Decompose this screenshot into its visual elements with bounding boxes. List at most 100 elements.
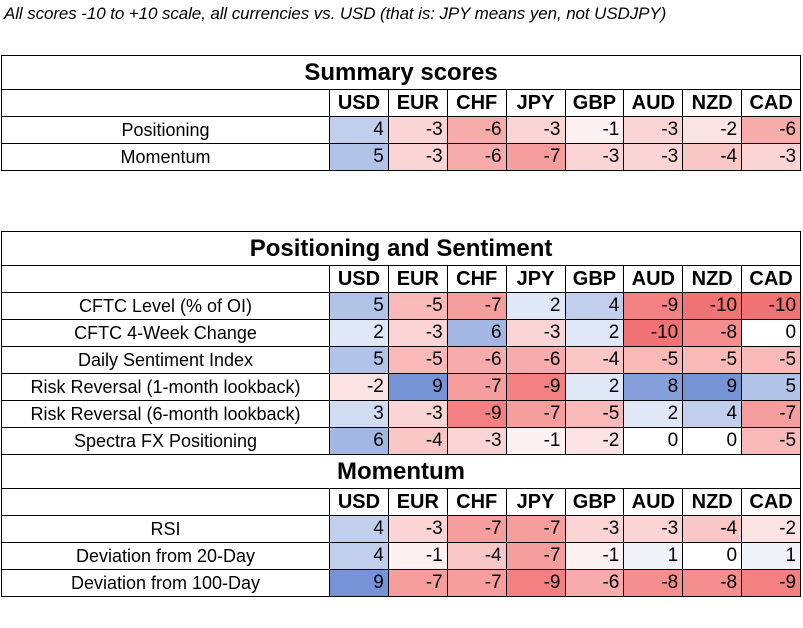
- score-cell-usd: 4: [329, 515, 389, 543]
- currency-header-nzd: NZD: [682, 89, 743, 117]
- table-row: Momentum 5 -3 -6 -7 -3 -3 -4 -3: [1, 143, 802, 171]
- table-row: CFTC 4-Week Change 2 -3 6 -3 2 -10 -8 0: [1, 319, 802, 347]
- score-cell-nzd: 4: [682, 400, 743, 428]
- score-cell-chf: -7: [446, 373, 507, 401]
- currency-header-nzd: NZD: [682, 265, 743, 293]
- score-cell-cad: 0: [741, 319, 802, 347]
- score-cell-aud: -3: [623, 116, 684, 144]
- currency-header-aud: AUD: [623, 89, 684, 117]
- currency-header-jpy: JPY: [505, 89, 566, 117]
- currency-header-usd: USD: [329, 89, 389, 117]
- score-cell-gbp: -1: [564, 542, 625, 570]
- table-title: Positioning and Sentiment: [0, 231, 802, 266]
- positioning-sentiment-table: Positioning and Sentiment USD EUR CHF JPY GBP…: [0, 231, 802, 597]
- currency-header-cad: CAD: [741, 89, 802, 117]
- score-cell-chf: -6: [446, 346, 507, 374]
- score-cell-chf: -6: [446, 116, 507, 144]
- score-cell-eur: -7: [387, 569, 448, 597]
- row-label: Daily Sentiment Index: [1, 346, 330, 374]
- score-cell-jpy: -3: [505, 319, 566, 347]
- score-cell-chf: -7: [446, 569, 507, 597]
- currency-header-usd: USD: [329, 265, 389, 293]
- score-cell-eur: -3: [387, 116, 448, 144]
- score-cell-usd: 5: [329, 143, 389, 171]
- table-row: RSI 4 -3 -7 -7 -3 -3 -4 -2: [1, 515, 802, 543]
- table-row: Risk Reversal (1-month lookback) -2 9 -7 -9 2…: [1, 373, 802, 401]
- score-cell-aud: -3: [623, 143, 684, 171]
- score-cell-gbp: 2: [564, 373, 625, 401]
- score-cell-jpy: -9: [505, 373, 566, 401]
- currency-header-eur: EUR: [387, 488, 448, 516]
- score-cell-nzd: 0: [682, 427, 743, 455]
- score-cell-nzd: -8: [682, 319, 743, 347]
- score-cell-usd: 2: [329, 319, 389, 347]
- score-cell-jpy: -6: [505, 346, 566, 374]
- row-label: CFTC Level (% of OI): [1, 292, 330, 320]
- score-cell-gbp: -2: [564, 427, 625, 455]
- score-cell-nzd: 0: [682, 542, 743, 570]
- score-cell-nzd: -10: [682, 292, 743, 320]
- currency-header-chf: CHF: [446, 488, 507, 516]
- score-cell-gbp: -5: [564, 400, 625, 428]
- score-cell-jpy: -1: [505, 427, 566, 455]
- score-cell-nzd: -2: [682, 116, 743, 144]
- row-label: Risk Reversal (6-month lookback): [1, 400, 330, 428]
- score-cell-gbp: -3: [564, 143, 625, 171]
- score-cell-aud: -5: [623, 346, 684, 374]
- table-row: Deviation from 20-Day 4 -1 -4 -7 -1 1 0 1: [1, 542, 802, 570]
- row-label: Momentum: [1, 143, 330, 171]
- score-cell-gbp: 4: [564, 292, 625, 320]
- score-cell-aud: 2: [623, 400, 684, 428]
- score-cell-eur: 9: [387, 373, 448, 401]
- score-cell-usd: 4: [329, 542, 389, 570]
- score-cell-usd: 9: [329, 569, 389, 597]
- score-cell-chf: 6: [446, 319, 507, 347]
- score-cell-aud: -9: [623, 292, 684, 320]
- table-row: Risk Reversal (6-month lookback) 3 -3 -9 -7-…: [1, 400, 802, 428]
- score-cell-jpy: -7: [505, 515, 566, 543]
- score-cell-nzd: -4: [682, 143, 743, 171]
- score-cell-usd: 5: [329, 346, 389, 374]
- currency-header-aud: AUD: [623, 488, 684, 516]
- row-label: Deviation from 100-Day: [1, 569, 330, 597]
- score-cell-chf: -3: [446, 427, 507, 455]
- table-row: Spectra FX Positioning 6 -4 -3 -1 -2 0 0 -5: [1, 427, 802, 455]
- score-cell-chf: -7: [446, 515, 507, 543]
- header-blank-cell: [1, 89, 330, 117]
- score-cell-usd: 4: [329, 116, 389, 144]
- currency-header-row: USD EUR CHF JPY GBP AUD NZD CAD: [1, 89, 802, 117]
- score-cell-nzd: -8: [682, 569, 743, 597]
- score-cell-eur: -3: [387, 515, 448, 543]
- score-cell-gbp: -1: [564, 116, 625, 144]
- score-cell-jpy: -3: [505, 116, 566, 144]
- score-cell-aud: -10: [623, 319, 684, 347]
- score-cell-cad: -9: [741, 569, 802, 597]
- score-cell-gbp: -6: [564, 569, 625, 597]
- score-cell-aud: -8: [623, 569, 684, 597]
- score-cell-aud: 1: [623, 542, 684, 570]
- score-cell-jpy: -7: [505, 542, 566, 570]
- score-cell-jpy: -7: [505, 400, 566, 428]
- score-cell-chf: -4: [446, 542, 507, 570]
- currency-header-gbp: GBP: [564, 488, 625, 516]
- score-cell-jpy: -9: [505, 569, 566, 597]
- row-label: Risk Reversal (1-month lookback): [1, 373, 330, 401]
- table-title-row: Positioning and Sentiment: [0, 231, 802, 266]
- score-cell-aud: 8: [623, 373, 684, 401]
- currency-header-gbp: GBP: [564, 89, 625, 117]
- score-cell-chf: -9: [446, 400, 507, 428]
- caption: All scores -10 to +10 scale, all currenc…: [4, 4, 667, 23]
- row-label: Spectra FX Positioning: [1, 427, 330, 455]
- score-cell-nzd: -5: [682, 346, 743, 374]
- table-row: CFTC Level (% of OI) 5 -5 -7 2 4 -9 -10 -10: [1, 292, 802, 320]
- currency-header-jpy: JPY: [505, 488, 566, 516]
- currency-header-eur: EUR: [387, 89, 448, 117]
- score-cell-usd: 6: [329, 427, 389, 455]
- score-cell-nzd: 9: [682, 373, 743, 401]
- section-title-row: Momentum: [0, 454, 802, 489]
- currency-header-row: USD EUR CHF JPY GBP AUD NZD CAD: [1, 488, 802, 516]
- score-cell-jpy: -7: [505, 143, 566, 171]
- score-cell-gbp: 2: [564, 319, 625, 347]
- currency-header-row: USD EUR CHF JPY GBP AUD NZD CAD: [1, 265, 802, 293]
- score-cell-cad: -7: [741, 400, 802, 428]
